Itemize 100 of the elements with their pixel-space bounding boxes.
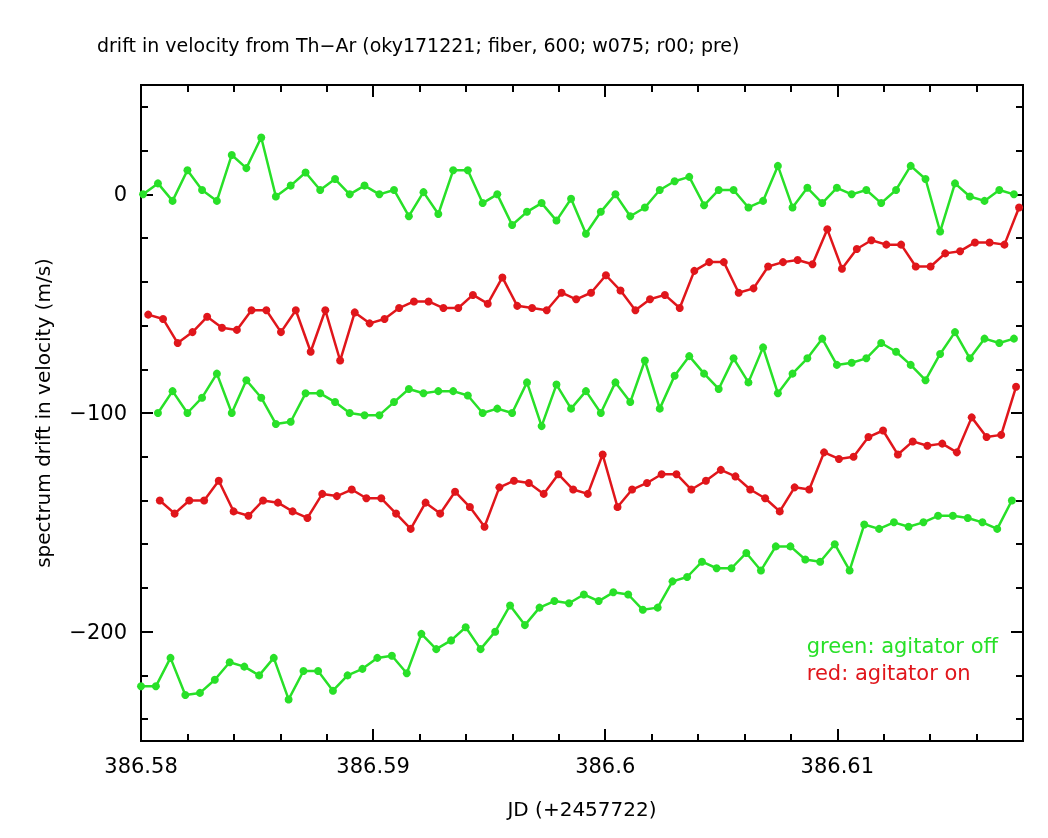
point — [447, 636, 456, 645]
point — [314, 667, 323, 676]
point — [700, 369, 709, 378]
point — [257, 133, 266, 142]
point — [365, 319, 374, 328]
point — [906, 161, 915, 170]
point — [803, 183, 812, 192]
point — [508, 409, 517, 417]
point — [700, 201, 709, 210]
point — [847, 358, 856, 367]
point — [409, 297, 418, 306]
point — [852, 245, 861, 253]
point — [506, 601, 515, 610]
point — [701, 476, 710, 485]
point — [744, 203, 753, 212]
point — [316, 389, 325, 398]
point — [1009, 190, 1018, 199]
point — [921, 376, 930, 385]
point — [153, 179, 162, 188]
point — [882, 240, 891, 249]
point — [537, 422, 546, 431]
point — [938, 439, 947, 448]
x-axis-title: JD (+2457722) — [505, 797, 657, 821]
point — [744, 378, 753, 387]
point — [439, 304, 448, 313]
point — [790, 483, 799, 492]
point — [655, 185, 664, 194]
point — [729, 354, 738, 363]
point — [581, 387, 590, 396]
point — [498, 273, 507, 282]
point — [847, 190, 856, 199]
point — [889, 518, 898, 527]
point — [168, 196, 177, 205]
point — [862, 354, 871, 363]
point — [638, 605, 647, 614]
point — [759, 343, 768, 352]
point — [476, 645, 485, 654]
point — [837, 264, 846, 273]
point — [567, 404, 576, 413]
point — [528, 304, 537, 313]
x-tick-label: 386.59 — [336, 753, 410, 778]
point — [345, 190, 354, 199]
point — [404, 384, 413, 393]
point — [818, 334, 827, 343]
point — [291, 306, 300, 315]
x-tick-label: 386.61 — [800, 753, 875, 778]
point — [360, 411, 369, 420]
point — [151, 682, 160, 691]
point — [523, 378, 531, 387]
point — [284, 695, 293, 704]
point — [434, 387, 443, 396]
point — [198, 185, 207, 194]
point — [626, 212, 635, 221]
point — [746, 485, 755, 494]
point — [775, 507, 784, 516]
point — [210, 675, 219, 684]
point — [168, 387, 177, 396]
point — [761, 494, 770, 503]
point — [583, 489, 592, 498]
point — [483, 299, 492, 308]
point — [463, 391, 472, 400]
point — [299, 667, 308, 676]
point — [539, 489, 548, 498]
point — [451, 487, 460, 496]
point — [731, 472, 740, 481]
point — [793, 255, 802, 264]
point — [390, 398, 398, 407]
point — [877, 339, 886, 348]
point — [967, 413, 976, 422]
point — [613, 503, 622, 512]
point — [212, 369, 221, 378]
point — [463, 166, 472, 175]
point — [535, 603, 544, 612]
point — [419, 188, 428, 197]
point — [759, 196, 768, 205]
point — [779, 258, 787, 267]
point — [552, 216, 561, 225]
point — [773, 161, 782, 170]
point — [860, 520, 869, 529]
point — [832, 183, 841, 192]
point — [271, 192, 280, 201]
point — [550, 597, 559, 606]
point — [965, 192, 974, 201]
point — [424, 297, 433, 306]
point — [406, 524, 415, 533]
point — [764, 262, 773, 271]
point — [877, 199, 886, 208]
point — [1000, 240, 1009, 249]
point — [919, 518, 928, 527]
point — [375, 411, 384, 420]
point — [864, 433, 873, 442]
point — [773, 389, 782, 398]
point — [668, 577, 677, 586]
point — [419, 389, 428, 398]
point — [926, 262, 935, 271]
point — [181, 691, 190, 700]
point — [670, 371, 679, 380]
point — [306, 347, 315, 356]
y-tick-label: −100 — [69, 401, 127, 425]
point — [626, 398, 635, 407]
